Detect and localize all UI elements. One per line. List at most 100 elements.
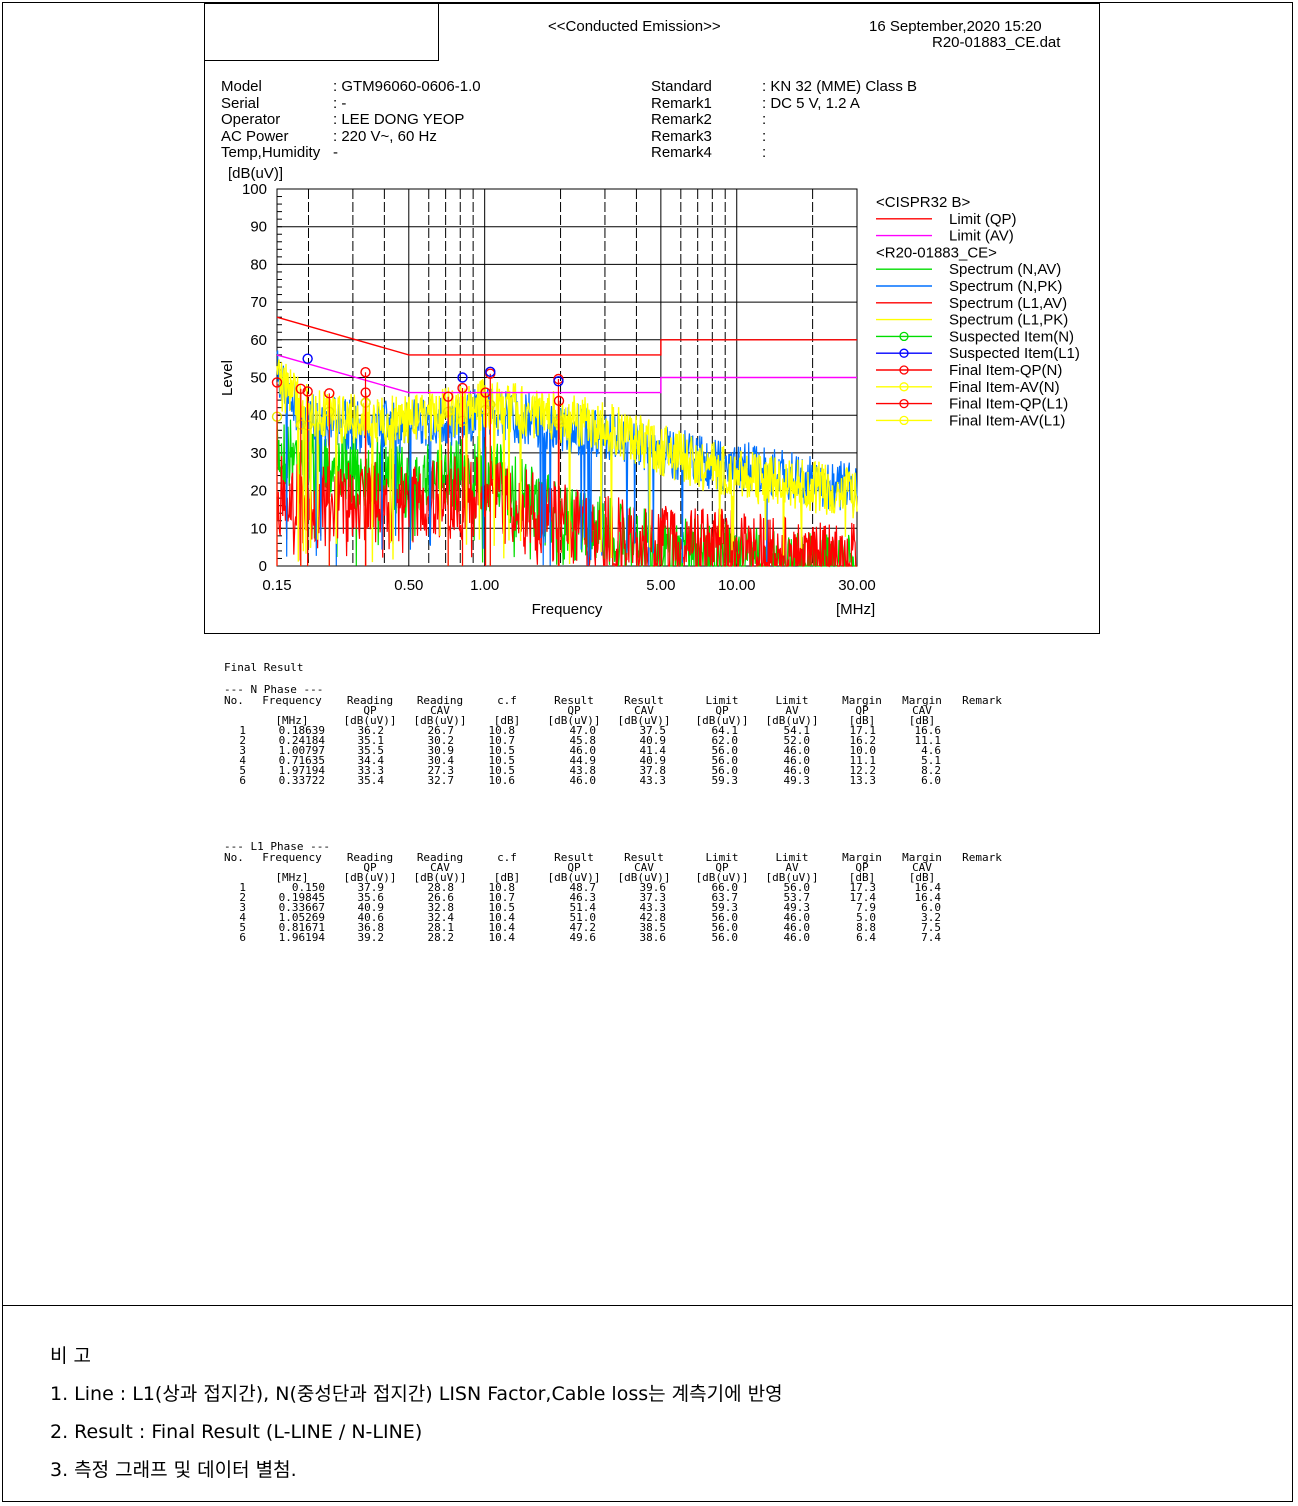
phase-0-col-head-8: Limit [775, 694, 809, 707]
meta-right-label-3: Remark2 [651, 111, 712, 128]
legend-label-1-3: Spectrum (L1,PK) [949, 312, 1068, 329]
phase-1-row-4-col-9: 8.8 [856, 921, 876, 934]
phase-0-col-sub-3: CAV [430, 704, 450, 717]
legend-label-1-8: Final Item-QP(L1) [949, 396, 1068, 413]
ytick-label-9: 90 [250, 219, 267, 236]
phase-1-row-1-col-9: 17.4 [849, 891, 877, 904]
phase-0-row-5-col-5: 46.0 [569, 774, 597, 787]
phase-0-row-5-col-10: 6.0 [921, 774, 941, 787]
ytick-label-6: 60 [250, 332, 267, 349]
ytick-label-5: 50 [250, 370, 267, 387]
meta-right-label-1: Standard [651, 78, 712, 95]
ytick-label-10: 100 [242, 181, 267, 198]
phase-1-row-4-col-7: 56.0 [711, 921, 739, 934]
legend-marker-1-9 [899, 415, 909, 426]
legend-label-1-1: Spectrum (N,PK) [949, 278, 1062, 295]
phase-1-col-unit-9: [dB] [848, 871, 876, 884]
phase-0-row-0-col-5: 47.0 [569, 724, 597, 737]
meta-right-value-5: : [762, 144, 767, 161]
phase-0-row-5-col-1: 0.33722 [278, 774, 325, 787]
phase-0-row-0-col-9: 17.1 [849, 724, 877, 737]
meta-right-value-4: : [762, 127, 767, 145]
phase-0-row-4-col-0: 5 [239, 764, 246, 777]
phase-0-row-5-col-7: 59.3 [711, 774, 739, 787]
phase-1-row-1-col-2: 35.6 [357, 891, 385, 904]
final-qp-l1-marker-0 [271, 377, 283, 388]
spectrum-l1-av [276, 453, 857, 568]
ytick-label-2: 20 [250, 483, 267, 500]
phase-0-row-4-col-7: 56.0 [711, 764, 739, 777]
ytick-label-4: 40 [250, 407, 267, 424]
final-qp-n-marker-3 [442, 391, 454, 402]
phase-0-row-3-col-8: 46.0 [783, 754, 811, 767]
phase-0-col-head-11: Remark [962, 694, 1002, 707]
suspected-l1-marker-1 [457, 372, 468, 383]
phase-1-row-1-col-3: 26.6 [427, 891, 455, 904]
meta-left-label-2: Serial [221, 94, 260, 112]
xtick-label-0: 0.15 [262, 577, 291, 594]
phase-0-col-head-4: c.f [497, 694, 517, 707]
phase-1-row-0-col-6: 39.6 [639, 881, 667, 894]
legend-marker-1-7 [899, 382, 909, 392]
phase-1-row-2-col-2: 40.9 [357, 901, 385, 914]
note-item-2: 2. Result : Final Result (L-LINE / N-LIN… [50, 1421, 423, 1443]
legend-label-0-1: Limit (AV) [949, 228, 1014, 245]
phase-1-row-0-col-0: 1 [239, 881, 246, 894]
phase-1-row-4-col-0: 5 [239, 921, 246, 934]
phase-0-row-2-col-3: 30.9 [427, 744, 455, 757]
phase-1-row-4-col-1: 0.81671 [278, 921, 325, 934]
phase-1-row-2-col-6: 43.3 [639, 901, 667, 914]
phase-0-row-3-col-7: 56.0 [711, 754, 739, 767]
phase-0-row-4-col-3: 27.3 [427, 764, 455, 777]
phase-1-col-unit-5: [dB(uV)] [547, 871, 601, 884]
phase-0-row-3-col-4: 10.5 [488, 754, 516, 767]
phase-0-row-5-col-6: 43.3 [639, 774, 667, 787]
phase-0-row-3-col-9: 11.1 [849, 754, 877, 767]
phase-0-row-1-col-6: 40.9 [639, 734, 667, 747]
ytick-label-0: 0 [259, 558, 267, 575]
phase-0-col-head-1: Frequency [262, 694, 322, 707]
meta-right-label-5: Remark4 [651, 144, 712, 161]
phase-0-row-1-col-2: 35.1 [357, 734, 385, 747]
legend-label-1-4: Suspected Item(N) [949, 328, 1074, 345]
phase-0-row-3-col-6: 40.9 [639, 754, 667, 767]
phase-0-row-2-col-9: 10.0 [849, 744, 877, 757]
phase-0-row-4-col-10: 8.2 [921, 764, 941, 777]
phase-1-col-head-0: No. [224, 851, 244, 864]
phase-0-col-head-6: Result [624, 694, 664, 707]
phase-1-row-4-col-5: 47.2 [569, 921, 597, 934]
phase-1-row-4-col-6: 38.5 [639, 921, 667, 934]
x-axis-unit: [MHz] [836, 601, 875, 618]
phase-1-col-sub-5: QP [567, 861, 581, 874]
phase-1-row-0-col-9: 17.3 [849, 881, 877, 894]
emission-chart: 0 10 20 30 40 50 60 70 80 90 100 0.15 0.50 1.00 5.00 10… [219, 165, 1080, 618]
suspected-l1-marker-3 [553, 376, 564, 387]
phase-0-row-1-col-5: 45.8 [569, 734, 597, 747]
y-axis-label: Level [219, 360, 236, 396]
phase-1-col-unit-1: [MHz] [275, 871, 309, 884]
limit-qp-line [276, 316, 857, 356]
phase-1-row-5-col-6: 38.6 [639, 931, 667, 944]
phase-0-row-0-col-8: 54.1 [783, 724, 811, 737]
phase-0-col-head-5: Result [554, 694, 594, 707]
phase-1-col-head-3: Reading [416, 851, 464, 864]
meta-left-label-3: Operator [221, 111, 281, 128]
phase-1-col-sub-8: AV [785, 861, 799, 874]
phase-0-col-unit-6: [dB(uV)] [617, 714, 671, 727]
final-qp-n-marker-0 [295, 383, 306, 395]
phase-1-col-sub-6: CAV [634, 861, 654, 874]
legend-label-1-5: Suspected Item(L1) [949, 345, 1080, 362]
phase-1-col-unit-8: [dB(uV)] [765, 871, 819, 884]
phase-0-col-sub-6: CAV [634, 704, 654, 717]
phase-0-col-sub-8: AV [785, 704, 799, 717]
phase-0-col-unit-2: [dB(uV)] [343, 714, 397, 727]
phase-1-row-3-col-0: 4 [239, 911, 246, 924]
phase-0-row-1-col-8: 52.0 [783, 734, 811, 747]
phase-1-row-3-col-2: 40.6 [357, 911, 385, 924]
legend-label-0-0: Limit (QP) [949, 211, 1017, 228]
phase-0-row-1-col-9: 16.2 [849, 734, 877, 747]
spectrum-n-av [276, 415, 857, 567]
meta-right-value-3: : [762, 111, 767, 128]
phase-1-row-5-col-1: 1.96194 [278, 931, 325, 944]
meta-left-label-5: Temp,Humidity [221, 144, 321, 161]
